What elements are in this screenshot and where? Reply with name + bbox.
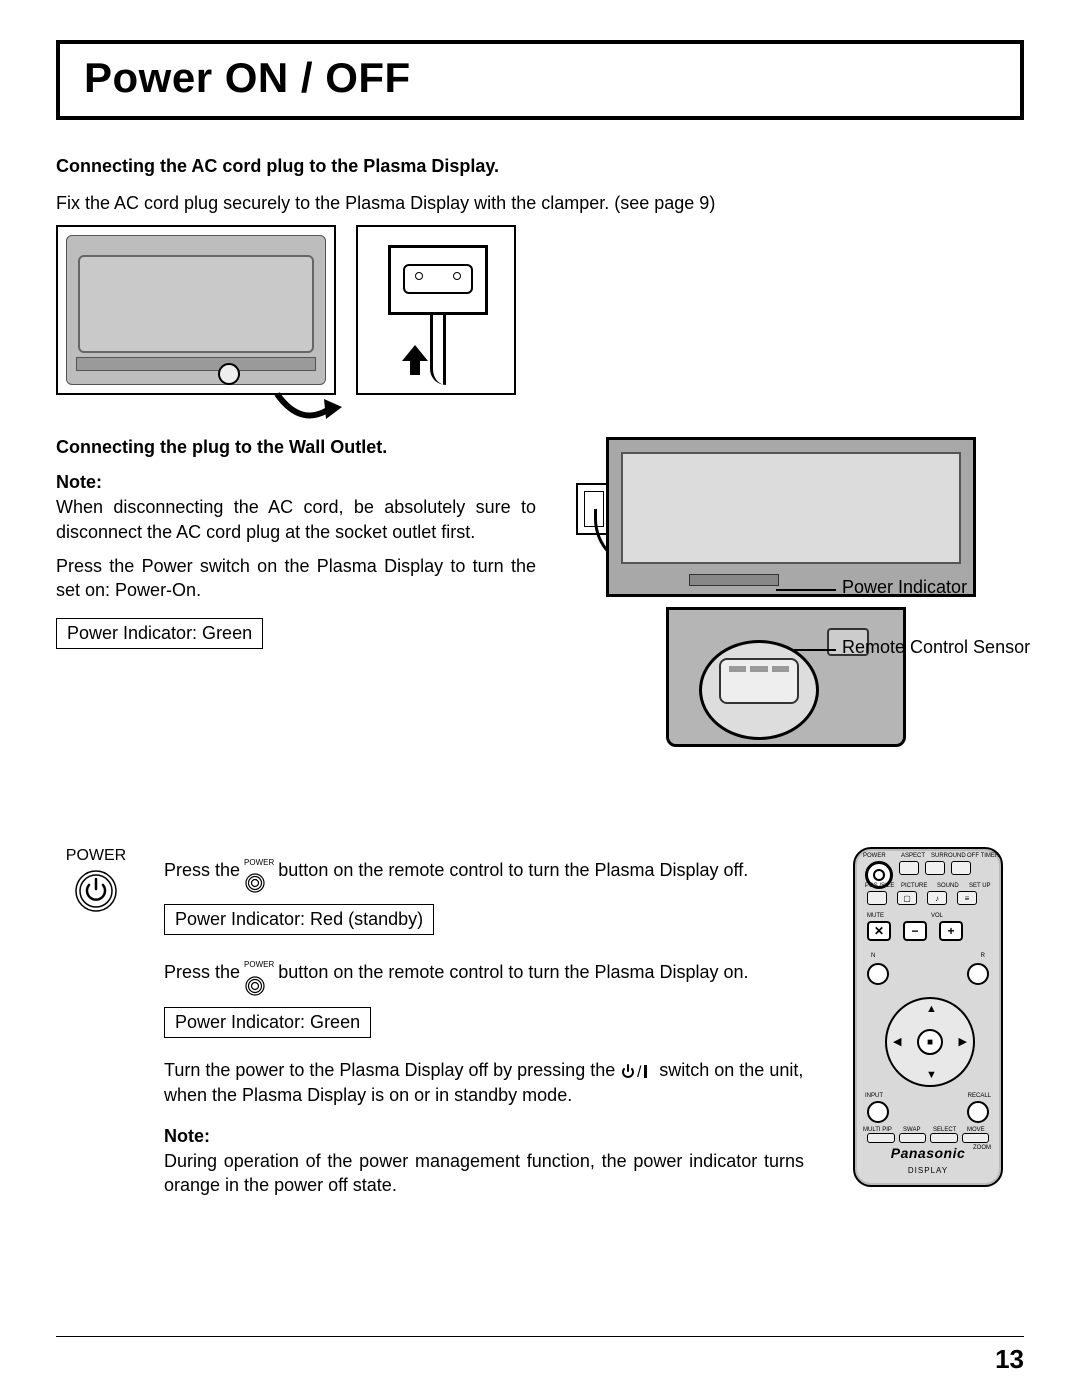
curved-arrow-icon [272,389,342,429]
remote-sound-button: ♪ [927,891,947,905]
section1-body: Fix the AC cord plug securely to the Pla… [56,191,1024,215]
figure-tv-front: Power Indicator Remote Control Sensor [576,437,1006,757]
callout-power-indicator: Power Indicator [842,577,967,598]
remote-label-offtimer: OFF TIMER [967,853,999,859]
remote-label-surround: SURROUND [931,853,966,859]
step-off-post: button on the remote control to turn the… [278,858,748,883]
footer-rule [56,1336,1024,1337]
remote-label-n: N [871,953,875,959]
remote-label-sound: SOUND [937,883,959,889]
remote-possize-button [867,891,887,905]
up-arrow-icon [402,345,428,375]
figure-remote-control: POWER ASPECT SURROUND OFF TIMER POS./SIZ… [853,847,1003,1187]
step-switch-pre: Turn the power to the Plasma Display off… [164,1060,615,1080]
power-switch-symbol: / [622,1062,652,1080]
section1-heading: Connecting the AC cord plug to the Plasm… [56,156,1024,177]
power-icon-column: POWER [56,847,136,918]
remote-brand: Panasonic [855,1145,1001,1161]
remote-picture-button: ▢ [897,891,917,905]
remote-label-mute: MUTE [867,913,884,919]
remote-mute-button: ✕ [867,921,891,941]
remote-label-picture: PICTURE [901,883,927,889]
step-off-pre: Press the [164,858,240,883]
remote-swap-button [899,1133,927,1143]
figure-plug-closeup [356,225,516,395]
page-title: Power ON / OFF [84,54,996,102]
power-icon [74,869,118,913]
figure-row-1 [56,225,1024,395]
power-text-column: Press the POWER button on the remote con… [164,847,804,1207]
remote-input-button [867,1101,889,1123]
section2-heading: Connecting the plug to the Wall Outlet. [56,437,536,458]
remote-select-button [930,1133,958,1143]
remote-label-recall: RECALL [968,1093,991,1099]
remote-surround-button [925,861,945,875]
steps-note-label: Note: [164,1126,804,1147]
remote-recall-button [967,1101,989,1123]
remote-label-input: INPUT [865,1093,883,1099]
power-label: POWER [56,847,136,865]
steps-note-body: During operation of the power management… [164,1149,804,1198]
section2-note-label: Note: [56,472,536,493]
remote-vol-up-button: + [939,921,963,941]
remote-r-button [967,963,989,985]
remote-label-r: R [981,953,985,959]
remote-label-power: POWER [863,853,886,859]
figure-tv-back [56,225,336,395]
indicator-green-box-1: Power Indicator: Green [56,618,263,649]
remote-label-possize: POS./SIZE [865,883,894,889]
figure-remote-closeup [666,607,906,747]
remote-n-button [867,963,889,985]
section2-press-text: Press the Power switch on the Plasma Dis… [56,554,536,603]
step-on-post: button on the remote control to turn the… [278,960,748,985]
svg-text:/: / [637,1064,642,1080]
remote-move-button [962,1133,990,1143]
remote-offtimer-button [951,861,971,875]
callout-remote-sensor: Remote Control Sensor [842,637,1030,658]
step-on-pre: Press the [164,960,240,985]
remote-multipip-button [867,1133,895,1143]
power-icon-inline-1: POWER [244,847,274,894]
indicator-red-box: Power Indicator: Red (standby) [164,904,434,935]
page-number: 13 [995,1344,1024,1375]
remote-aspect-button [899,861,919,875]
remote-brand-sub: DISPLAY [855,1166,1001,1175]
remote-vol-down-button: − [903,921,927,941]
remote-label-aspect: ASPECT [901,853,925,859]
power-icon-inline-2: POWER [244,949,274,996]
section2-note-body: When disconnecting the AC cord, be absol… [56,495,536,544]
page-title-box: Power ON / OFF [56,40,1024,120]
remote-label-vol: VOL [931,913,943,919]
remote-setup-button: ≡ [957,891,977,905]
remote-dpad: ▲ ▼ ◀ ▶ ■ [885,997,975,1087]
indicator-green-box-2: Power Indicator: Green [164,1007,371,1038]
remote-label-setup: SET UP [969,883,991,889]
